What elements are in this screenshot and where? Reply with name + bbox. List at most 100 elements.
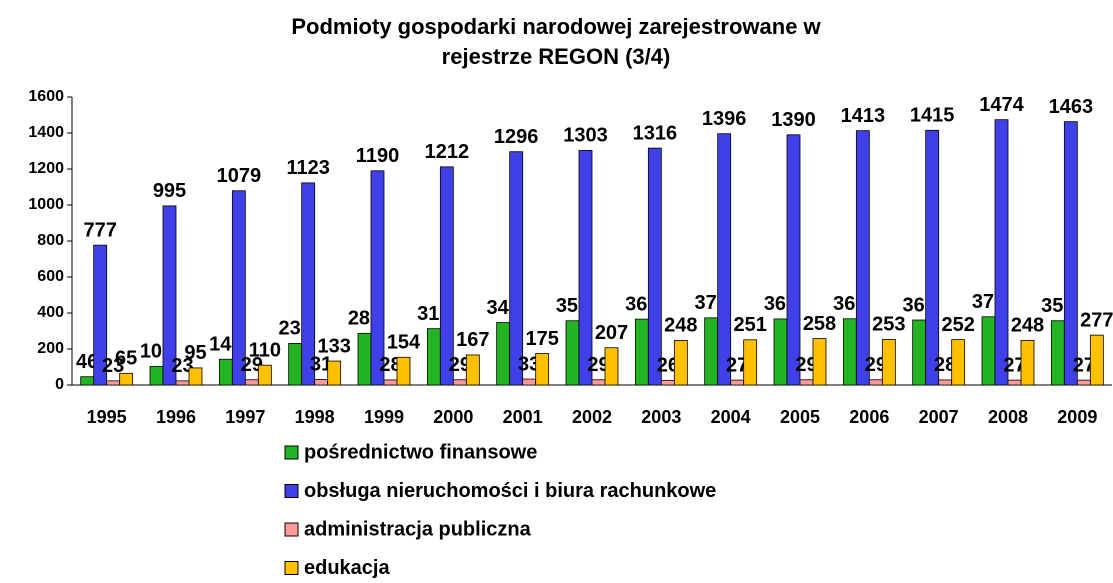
data-label: 248 <box>1011 315 1044 337</box>
data-label: 65 <box>115 348 137 370</box>
data-label: 995 <box>153 180 186 202</box>
data-label: 27 <box>1003 354 1025 376</box>
data-label: 1474 <box>979 94 1024 116</box>
data-label: 1415 <box>910 105 955 127</box>
x-tick-label: 2003 <box>641 407 681 427</box>
bar <box>994 119 1009 386</box>
bar <box>786 134 801 386</box>
data-label: 110 <box>249 339 281 361</box>
data-label: 31 <box>310 354 332 376</box>
legend-swatch <box>284 484 299 498</box>
data-label: 251 <box>733 314 766 336</box>
bar <box>370 170 385 386</box>
bar <box>162 205 177 386</box>
bar <box>496 322 511 386</box>
data-label: 252 <box>941 314 974 336</box>
data-label: 154 <box>387 332 421 354</box>
x-tick-label: 1999 <box>364 407 404 427</box>
x-tick-label: 2005 <box>780 407 820 427</box>
data-label: 248 <box>664 315 697 337</box>
data-label: 23 <box>102 355 124 377</box>
x-tick-label: 2002 <box>572 407 612 427</box>
bar <box>855 130 870 386</box>
x-tick-label: 1996 <box>156 407 196 427</box>
bar <box>80 376 95 386</box>
x-tick-label: 2007 <box>919 407 959 427</box>
bar <box>465 354 480 386</box>
bar <box>149 366 164 386</box>
data-label: 1190 <box>356 145 399 167</box>
bar <box>426 328 441 386</box>
data-label: 1316 <box>633 122 678 144</box>
data-label: 26 <box>657 355 679 377</box>
data-label: 253 <box>872 314 905 336</box>
bar <box>634 318 649 386</box>
data-label: 29 <box>587 354 609 376</box>
data-label: 46 <box>76 351 98 373</box>
y-tick-label: 1400 <box>28 124 64 141</box>
x-tick-label: 2006 <box>849 407 889 427</box>
bar <box>812 338 827 386</box>
legend-label: obsługa nieruchomości i biura rachunkowe <box>304 480 716 502</box>
bar <box>951 339 966 386</box>
bar <box>981 316 996 386</box>
x-tick-label: 2009 <box>1057 407 1097 427</box>
data-label: 1303 <box>563 125 608 147</box>
legend-swatch <box>284 561 299 575</box>
data-label: 1396 <box>702 108 747 130</box>
bar <box>1076 379 1091 386</box>
y-tick-label: 200 <box>37 340 64 357</box>
bar <box>439 166 454 386</box>
bar <box>93 244 108 386</box>
x-tick-label: 2001 <box>503 407 543 427</box>
data-label: 207 <box>595 322 628 344</box>
x-tick-label: 1995 <box>87 407 127 427</box>
bar <box>881 339 896 386</box>
legend-swatch <box>284 445 299 460</box>
y-tick-label: 400 <box>37 304 64 321</box>
bar <box>1050 320 1065 386</box>
bar <box>925 129 940 386</box>
bar <box>912 319 927 386</box>
bar <box>1063 121 1078 386</box>
bar <box>257 364 272 386</box>
bar <box>327 360 342 386</box>
data-label: 95 <box>184 342 206 364</box>
bar <box>647 147 662 386</box>
legend-label: pośrednictwo finansowe <box>304 441 537 463</box>
bar <box>383 379 398 386</box>
bar <box>743 339 758 386</box>
data-label: 133 <box>317 335 350 357</box>
bar <box>730 379 745 386</box>
data-label: 1123 <box>286 157 329 179</box>
bar <box>704 317 719 386</box>
bar <box>188 367 203 386</box>
data-label: 1296 <box>494 126 539 148</box>
bar <box>868 379 883 386</box>
legend-label: edukacja <box>304 557 390 579</box>
data-label: 23 <box>171 355 193 377</box>
x-tick-label: 1998 <box>295 407 335 427</box>
data-label: 28 <box>934 354 956 376</box>
bar <box>673 339 688 386</box>
legend-swatch <box>284 522 299 537</box>
bar <box>1007 379 1022 386</box>
bar <box>938 379 953 386</box>
bar <box>396 356 411 386</box>
y-tick-label: 1200 <box>28 160 64 177</box>
data-label: 29 <box>449 354 471 376</box>
data-label: 29 <box>241 354 263 376</box>
bar <box>660 379 675 386</box>
data-label: 1463 <box>1049 96 1094 118</box>
bar <box>231 190 246 386</box>
bar <box>591 379 606 386</box>
legend-label: administracja publiczna <box>304 518 532 540</box>
bar <box>244 379 259 386</box>
bar <box>578 150 593 386</box>
data-label: 33 <box>518 353 540 375</box>
bar <box>842 318 857 386</box>
bar <box>1089 334 1104 386</box>
y-tick-label: 800 <box>37 232 64 249</box>
bar <box>1020 339 1035 386</box>
